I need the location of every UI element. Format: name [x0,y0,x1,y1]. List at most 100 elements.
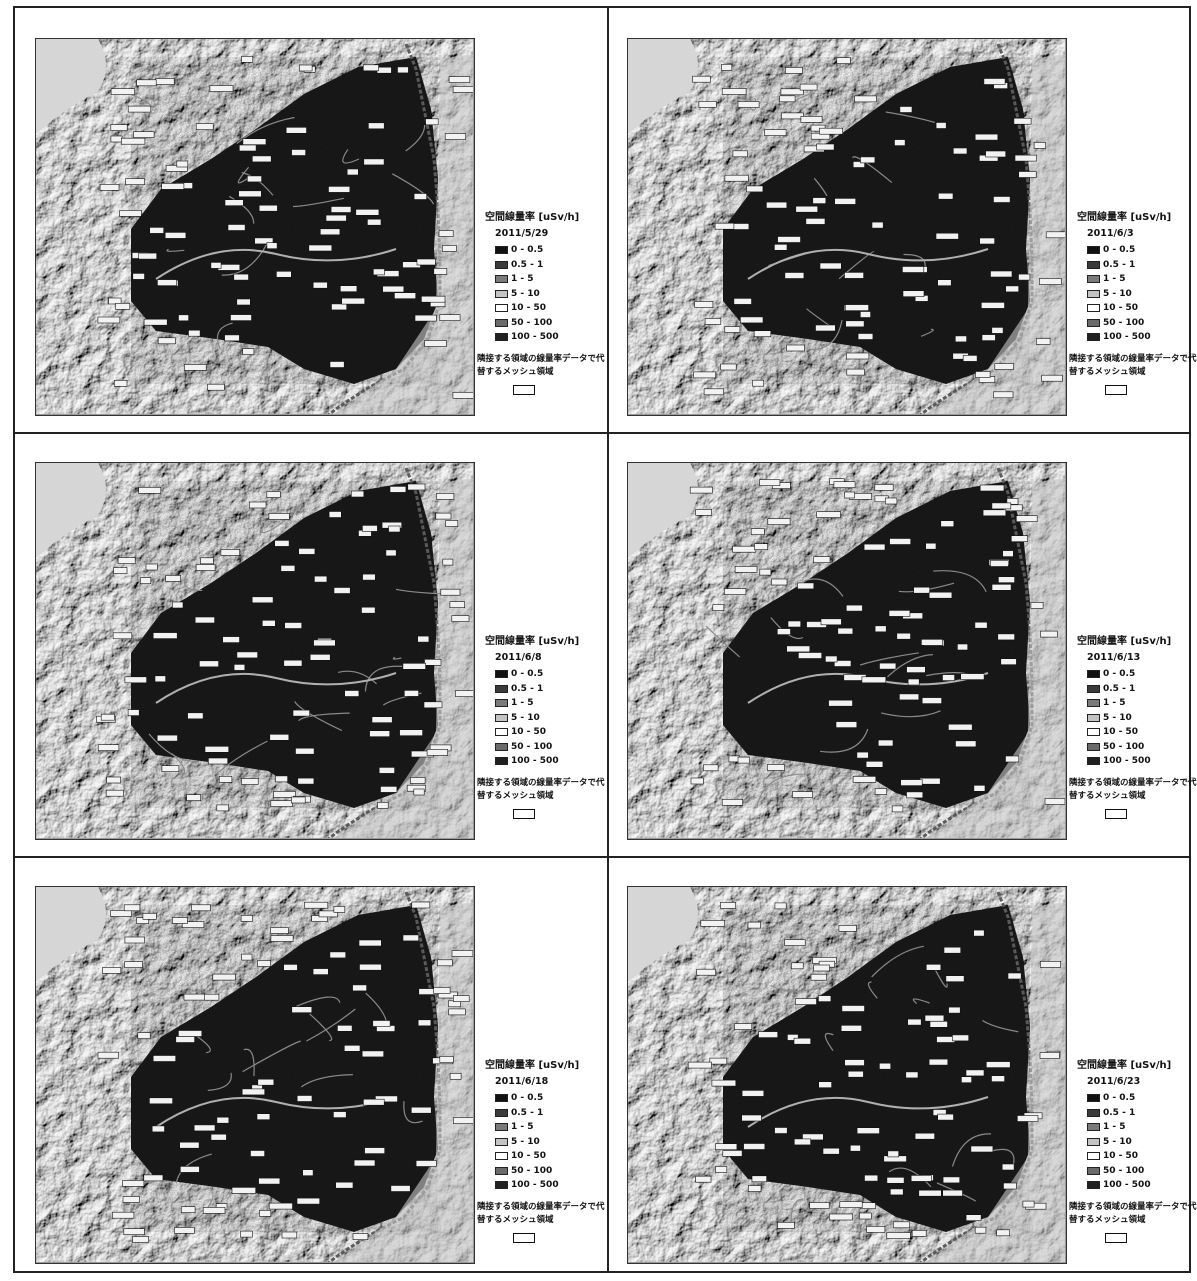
legend-item: 5 - 10 [495,287,597,302]
legend-item: 0.5 - 1 [1087,1106,1189,1121]
legend-item: 1 - 5 [1087,1120,1189,1135]
legend-swatch [495,1181,508,1190]
legend-swatch [1087,1094,1100,1103]
legend-swatch [495,304,508,313]
legend-range-label: 1 - 5 [511,698,534,709]
legend-range-label: 0.5 - 1 [1103,1107,1136,1118]
grid-divider-vertical [607,8,609,1271]
legend-range-label: 5 - 10 [1103,1136,1132,1147]
substitute-mesh-swatch [1105,384,1127,395]
legend-range-label: 10 - 50 [1103,727,1139,738]
substitute-mesh-note: 隣接する領域の線量率データで代 替するメッシュ領域 [477,777,605,801]
legend-item: 100 - 500 [495,1178,597,1193]
legend-range-label: 5 - 10 [511,288,540,299]
legend-swatch [495,670,508,679]
dose-rate-map [627,38,1067,416]
legend-item: 0 - 0.5 [495,667,597,682]
legend-title: 空間線量率 [uSv/h] [485,636,580,647]
legend-date: 2011/6/18 [495,1076,549,1087]
legend-swatch [1087,246,1100,255]
legend-swatch [1087,1166,1100,1175]
map-panel: 空間線量率 [uSv/h] 2011/6/8 0 - 0.5 0.5 - 1 1 -… [15,432,605,850]
legend-item: 10 - 50 [1087,725,1189,740]
legend-range-label: 5 - 10 [511,712,540,723]
legend-range-label: 50 - 100 [1103,741,1145,752]
legend-swatch [495,260,508,269]
legend-item: 50 - 100 [1087,316,1189,331]
legend-item: 5 - 10 [1087,1135,1189,1150]
legend-item: 5 - 10 [1087,711,1189,726]
substitute-mesh-note: 隣接する領域の線量率データで代 替するメッシュ領域 [477,353,605,377]
legend-swatch [1087,1181,1100,1190]
legend-swatch [495,728,508,737]
legend-item: 5 - 10 [495,711,597,726]
legend-range-label: 5 - 10 [1103,288,1132,299]
legend-item: 50 - 100 [1087,740,1189,755]
legend-swatch [1087,742,1100,751]
legend-range-label: 1 - 5 [511,1122,534,1133]
legend-item: 0 - 0.5 [495,243,597,258]
legend-date: 2011/6/3 [1087,228,1134,239]
dose-rate-map [35,38,475,416]
legend-range-label: 1 - 5 [511,274,534,285]
legend-range-label: 1 - 5 [1103,698,1126,709]
legend-swatch [495,275,508,284]
map-panel: 空間線量率 [uSv/h] 2011/5/29 0 - 0.5 0.5 - 1 1 … [15,8,605,426]
legend-range-label: 0 - 0.5 [511,669,544,680]
legend-swatch [495,333,508,342]
map-panel: 空間線量率 [uSv/h] 2011/6/13 0 - 0.5 0.5 - 1 1 … [607,432,1197,850]
legend-range-label: 1 - 5 [1103,274,1126,285]
legend-range-label: 100 - 500 [1103,756,1151,767]
legend-item: 50 - 100 [1087,1164,1189,1179]
legend-range-label: 5 - 10 [1103,712,1132,723]
substitute-mesh-swatch [1105,1232,1127,1243]
legend-item: 1 - 5 [1087,696,1189,711]
grid-divider-horizontal-1 [15,432,1189,434]
substitute-mesh-note: 隣接する領域の線量率データで代 替するメッシュ領域 [1069,353,1197,377]
legend-swatch [1087,275,1100,284]
legend-range-label: 10 - 50 [1103,303,1139,314]
legend-item: 10 - 50 [1087,301,1189,316]
legend-swatch [1087,304,1100,313]
legend-item: 50 - 100 [495,1164,597,1179]
legend-swatch [1087,757,1100,766]
legend-item: 50 - 100 [495,740,597,755]
legend-range-label: 0 - 0.5 [511,1093,544,1104]
legend-item: 100 - 500 [1087,754,1189,769]
legend-swatch [495,757,508,766]
legend-range-label: 0 - 0.5 [511,245,544,256]
map-legend: 空間線量率 [uSv/h] 2011/6/8 0 - 0.5 0.5 - 1 1 -… [477,632,605,819]
legend-range-label: 5 - 10 [511,1136,540,1147]
legend-item: 1 - 5 [495,696,597,711]
legend-date: 2011/5/29 [495,228,549,239]
legend-range-label: 0 - 0.5 [1103,245,1136,256]
legend-range-label: 50 - 100 [511,741,553,752]
dose-rate-map [35,886,475,1264]
substitute-mesh-note: 隣接する領域の線量率データで代 替するメッシュ領域 [1069,1201,1197,1225]
legend-swatch [495,1137,508,1146]
legend-range-label: 50 - 100 [1103,1165,1145,1176]
legend-item: 0.5 - 1 [1087,258,1189,273]
legend-range-label: 0.5 - 1 [1103,259,1136,270]
sea-area [628,463,698,558]
legend-swatch [495,246,508,255]
legend-item: 100 - 500 [495,754,597,769]
legend-range-label: 50 - 100 [511,317,553,328]
legend-item: 0.5 - 1 [1087,682,1189,697]
grid-divider-horizontal-2 [15,856,1189,858]
legend-item: 50 - 100 [495,316,597,331]
legend-swatch [1087,1137,1100,1146]
sea-area [36,887,106,982]
legend-date: 2011/6/13 [1087,652,1141,663]
legend-swatch [1087,699,1100,708]
legend-swatch [1087,1108,1100,1117]
legend-item: 100 - 500 [1087,1178,1189,1193]
legend-item: 0.5 - 1 [495,258,597,273]
legend-item: 0 - 0.5 [1087,243,1189,258]
legend-swatch [1087,318,1100,327]
legend-item: 0 - 0.5 [495,1091,597,1106]
legend-item: 10 - 50 [495,1149,597,1164]
legend-title: 空間線量率 [uSv/h] [485,1060,580,1071]
legend-swatch [1087,1152,1100,1161]
legend-swatch [1087,728,1100,737]
